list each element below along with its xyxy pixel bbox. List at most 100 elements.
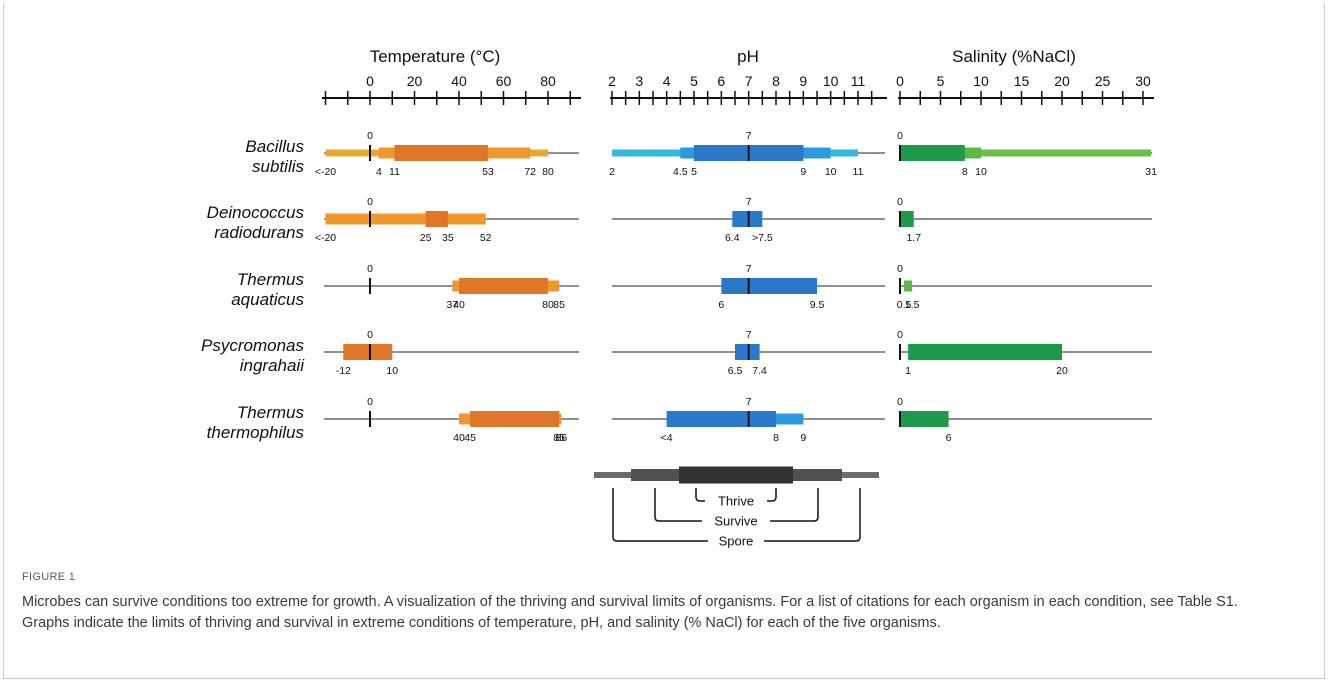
legend-thrive-bar [679, 467, 793, 484]
thrive-range-bar [900, 411, 949, 427]
reference-label: 7 [746, 263, 752, 275]
tick-label: 10 [823, 73, 839, 89]
value-label: 8 [962, 166, 968, 178]
value-label: 10 [825, 166, 837, 178]
organism-genus-label: Deinococcus [207, 203, 305, 222]
thrive-range-bar [426, 211, 448, 227]
tick-label: 60 [496, 73, 512, 89]
reference-label: 0 [367, 263, 373, 275]
tick-label: 25 [1095, 73, 1111, 89]
value-label: 6 [946, 432, 952, 444]
value-label: 31 [1145, 166, 1157, 178]
value-label: 72 [524, 166, 536, 178]
value-label: 6.5 [728, 365, 743, 377]
reference-label: 0 [367, 396, 373, 408]
reference-label: 7 [746, 196, 752, 208]
tick-label: 10 [973, 73, 989, 89]
reference-label: 0 [897, 130, 903, 142]
value-label: 40 [453, 299, 465, 311]
thrive-range-bar [343, 344, 392, 360]
value-label: 10 [386, 365, 398, 377]
value-label: <-20 [315, 166, 336, 178]
tick-label: 30 [1135, 73, 1151, 89]
thrive-range-bar [667, 411, 776, 427]
reference-label: 0 [367, 329, 373, 341]
value-label: 2 [609, 166, 615, 178]
value-label: 5 [691, 166, 697, 178]
value-label: 9 [800, 166, 806, 178]
organism-species-label: radiodurans [214, 223, 304, 242]
organism-species-label: ingrahaii [240, 356, 305, 375]
survive-range-bar [904, 281, 912, 292]
value-label: 11 [389, 166, 400, 178]
organism-genus-label: Thermus [237, 403, 305, 422]
thrive-range-bar [721, 278, 817, 294]
tick-label: 15 [1014, 73, 1030, 89]
value-label: 1.5 [905, 299, 920, 311]
reference-label: 7 [746, 329, 752, 341]
thrive-range-bar [900, 211, 914, 227]
value-label: 53 [482, 166, 494, 178]
value-label: 40 [453, 432, 465, 444]
value-label: 7.4 [752, 365, 767, 377]
value-label: 6 [718, 299, 724, 311]
reference-label: 0 [897, 396, 903, 408]
value-label: 1 [905, 365, 911, 377]
value-label: >7.5 [752, 232, 773, 244]
value-label: 80 [542, 166, 554, 178]
value-label: 52 [480, 232, 492, 244]
figure-caption: Microbes can survive conditions too extr… [22, 592, 1287, 634]
reference-label: 0 [367, 196, 373, 208]
thrive-range-bar [735, 344, 760, 360]
tick-label: 40 [451, 73, 467, 89]
tick-label: 20 [407, 73, 423, 89]
figure-label: FIGURE 1 [22, 571, 75, 583]
value-label: 6.4 [725, 232, 740, 244]
thrive-range-bar [394, 145, 487, 161]
legend-survive-text: Survive [714, 514, 757, 529]
value-label: 25 [420, 232, 432, 244]
tick-label: 6 [717, 73, 725, 89]
value-label: 35 [442, 232, 454, 244]
organism-species-label: aquaticus [231, 290, 304, 309]
value-label: <-20 [315, 232, 336, 244]
legend-spore-text: Spore [719, 534, 754, 549]
thrive-range-bar [732, 211, 762, 227]
value-label: 86 [556, 432, 568, 444]
value-label: 1.7 [906, 232, 921, 244]
tick-label: 0 [366, 73, 374, 89]
value-label: 8 [773, 432, 779, 444]
value-label: 9.5 [810, 299, 825, 311]
tick-label: 3 [635, 73, 643, 89]
thrive-range-bar [459, 278, 548, 294]
reference-label: 0 [897, 263, 903, 275]
tick-label: 8 [772, 73, 780, 89]
value-label: -12 [336, 365, 351, 377]
value-label: 9 [800, 432, 806, 444]
tick-label: 5 [690, 73, 698, 89]
organism-genus-label: Thermus [237, 270, 305, 289]
value-label: 20 [1056, 365, 1068, 377]
tick-label: 20 [1054, 73, 1070, 89]
thrive-range-bar [470, 411, 559, 427]
panel-title: Salinity (%NaCl) [952, 47, 1076, 66]
tick-label: 11 [851, 73, 866, 89]
legend-thrive-text: Thrive [718, 494, 754, 509]
value-label: 85 [553, 299, 565, 311]
tick-label: 2 [608, 73, 616, 89]
reference-label: 0 [367, 130, 373, 142]
panel-title: pH [737, 47, 759, 66]
organism-species-label: thermophilus [207, 423, 305, 442]
tick-label: 4 [663, 73, 671, 89]
value-label: 4 [376, 166, 382, 178]
reference-label: 7 [746, 130, 752, 142]
value-label: 80 [542, 299, 554, 311]
value-label: 11 [853, 166, 864, 178]
reference-label: 0 [897, 196, 903, 208]
value-label: <4 [661, 432, 673, 444]
tick-label: 9 [799, 73, 807, 89]
tick-label: 7 [745, 73, 753, 89]
organism-genus-label: Bacillus [245, 137, 304, 156]
